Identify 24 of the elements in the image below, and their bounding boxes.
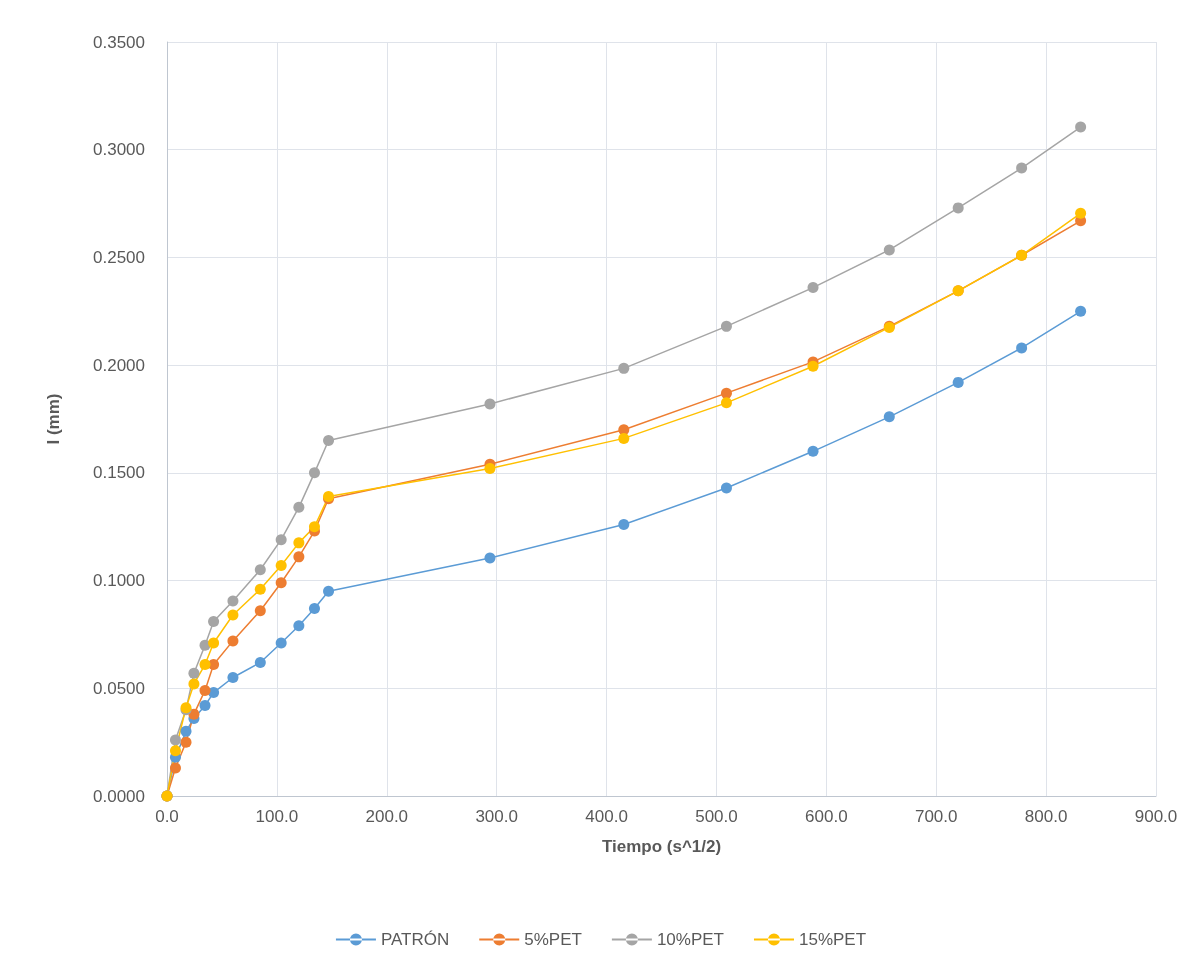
y-tick-label: 0.2000: [93, 355, 145, 375]
x-tick-label: 200.0: [365, 807, 409, 826]
legend-label: 5%PET: [524, 930, 582, 949]
y-tick-label: 0.0000: [93, 786, 145, 806]
x-tick-label: 0.0: [155, 807, 179, 826]
x-tick-label: 600.0: [805, 807, 848, 826]
legend-label: 15%PET: [798, 930, 867, 949]
y-tick-label: 0.2500: [93, 247, 145, 267]
x-tick-label: 500.0: [695, 807, 738, 826]
y-tick-label: 0.3000: [93, 140, 145, 160]
x-tick-label: 800.0: [1024, 807, 1068, 826]
y-tick-label: 0.1000: [93, 571, 145, 591]
x-tick-label: 100.0: [255, 807, 299, 826]
legend-label: PATRÓN: [380, 930, 450, 949]
x-tick-label: 300.0: [475, 807, 518, 826]
y-tick-label: 0.0500: [93, 678, 145, 698]
x-tick-label: 700.0: [914, 807, 958, 826]
x-tick-label: 900.0: [1134, 807, 1178, 826]
y-tick-label: 0.1500: [93, 463, 145, 483]
x-tick-label: 400.0: [585, 807, 628, 826]
y-axis-title: I (mm): [44, 393, 63, 445]
legend-label: 10%PET: [656, 930, 724, 949]
x-axis-title: Tiempo (s^1/2): [601, 837, 722, 856]
y-tick-label: 0.3500: [93, 32, 145, 52]
